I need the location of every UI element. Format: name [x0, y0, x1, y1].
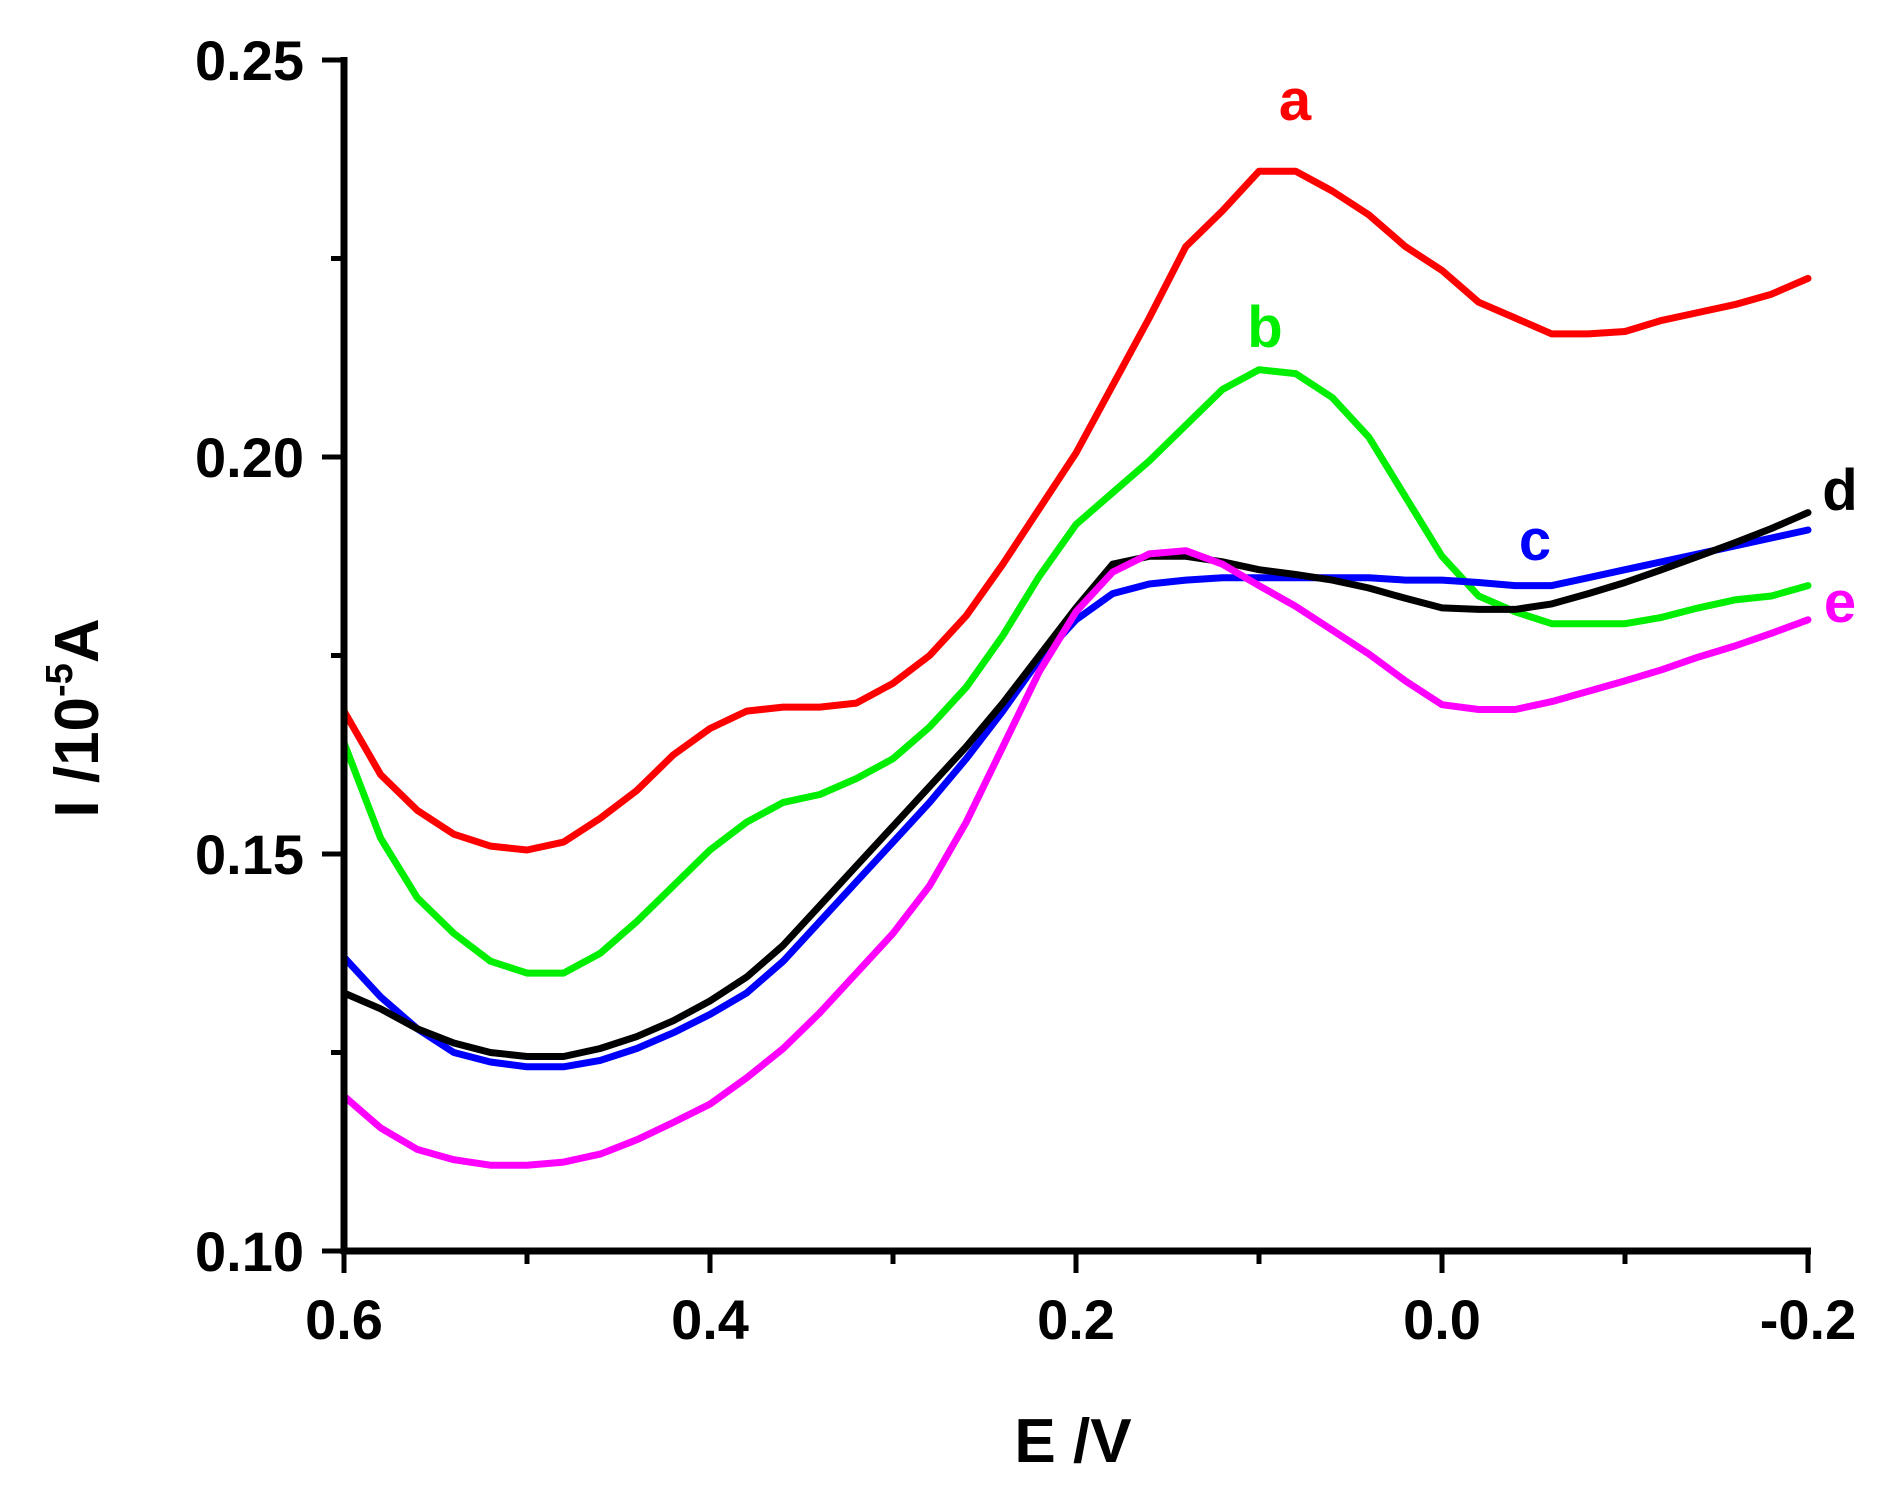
axes-layer: [340, 57, 1811, 1255]
y-tick-label: 0.25: [195, 29, 304, 92]
series-label-d: d: [1822, 458, 1857, 523]
x-tick-label: 0.2: [1037, 1288, 1115, 1351]
y-tick-label: 0.20: [195, 426, 304, 489]
series-line-c: [340, 526, 1812, 1071]
series-line-b: [340, 366, 1812, 977]
y-tick-label: 0.10: [195, 1220, 304, 1283]
ticks-layer: [322, 57, 1811, 1273]
x-tick-label: 0.6: [305, 1288, 383, 1351]
series-line-e: [340, 547, 1812, 1169]
y-axis-title-suffix: A: [43, 618, 112, 663]
y-axis-title-prefix: I /10: [43, 697, 112, 818]
y-axis-title: I /10-5A: [39, 618, 112, 817]
labels-layer: 0.6 0.4 0.2 0.0 -0.2 0.10 0.15 0.20 0.25 a b c de: [195, 29, 1858, 1351]
y-axis-title-exponent: -5: [39, 663, 81, 697]
series-label-c: c: [1519, 508, 1551, 573]
series-label-b: b: [1247, 295, 1282, 360]
y-tick-label: 0.15: [195, 823, 304, 886]
x-tick-label: 0.4: [671, 1288, 749, 1351]
series-line-a: [340, 167, 1812, 854]
series-label-a: a: [1279, 68, 1312, 133]
x-axis-title: E /V: [1014, 1407, 1131, 1476]
x-tick-label: -0.2: [1760, 1288, 1857, 1351]
series-label-e: e: [1824, 570, 1856, 635]
series-layer: [340, 167, 1812, 1169]
x-tick-label: 0.0: [1403, 1288, 1481, 1351]
